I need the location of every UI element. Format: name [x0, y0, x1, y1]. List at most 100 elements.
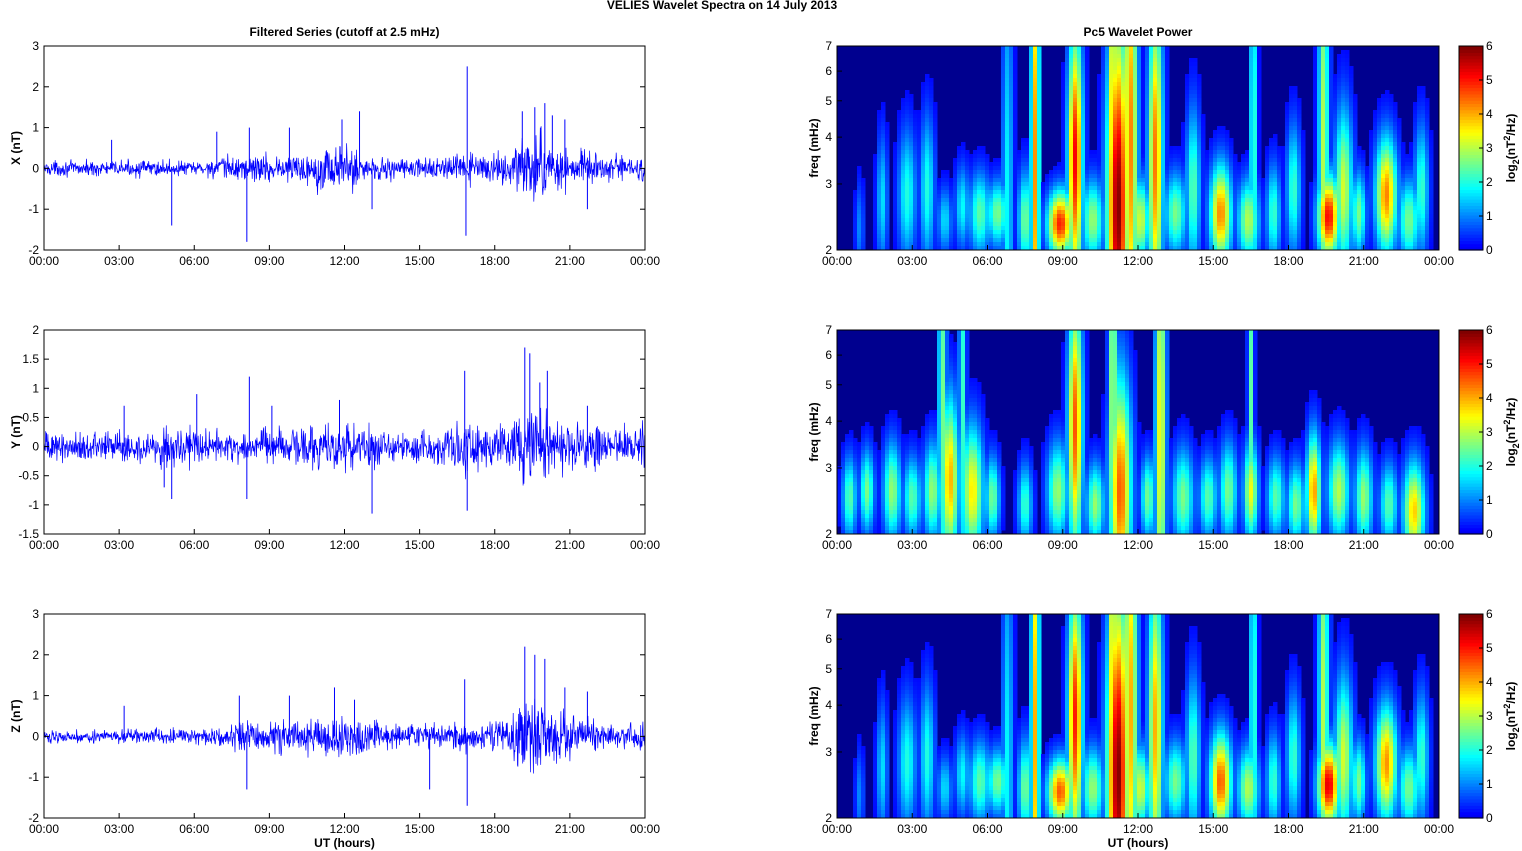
wv1-heatmap-cell — [1105, 194, 1110, 199]
wv1-heatmap-cell — [1337, 110, 1342, 115]
wv1-heatmap-cell — [1149, 222, 1154, 227]
wv1-heatmap-cell — [1337, 102, 1342, 107]
wv1-heatmap-cell — [917, 166, 922, 171]
wv1-heatmap-cell — [1009, 86, 1014, 91]
wv1-heatmap-cell — [1409, 198, 1414, 203]
wv1-heatmap-cell — [1093, 166, 1098, 171]
wv1-heatmap-cell — [1005, 174, 1010, 179]
wv1-heatmap-cell — [1205, 170, 1210, 175]
wv1-heatmap-cell — [1289, 138, 1294, 143]
wv1-heatmap-cell — [1113, 94, 1118, 99]
wv1-heatmap-cell — [1289, 214, 1294, 219]
wv1-heatmap-cell — [1125, 198, 1130, 203]
wv1-heatmap-cell — [1193, 122, 1198, 127]
wv1-heatmap-cell — [1213, 138, 1218, 143]
wv1-heatmap-cell — [885, 126, 890, 131]
wv1-heatmap-cell — [1401, 186, 1406, 191]
wv1-heatmap-cell — [1097, 206, 1102, 211]
wv1-heatmap-cell — [1065, 126, 1070, 131]
wv1-heatmap-cell — [1397, 130, 1402, 135]
wv1-heatmap-cell — [1101, 158, 1106, 163]
wv1-heatmap-cell — [1261, 182, 1266, 187]
wv1-heatmap-cell — [1209, 158, 1214, 163]
wv1-heatmap-cell — [925, 110, 930, 115]
wv1-heatmap-cell — [1417, 182, 1422, 187]
wv1-heatmap-cell — [1425, 190, 1430, 195]
wv1-heatmap-cell — [877, 226, 882, 231]
wv1-heatmap-cell — [1213, 234, 1218, 239]
wv1-heatmap-cell — [1101, 86, 1106, 91]
wv1-heatmap-cell — [1117, 102, 1122, 107]
wv1-heatmap-cell — [1393, 158, 1398, 163]
wv1-heatmap-cell — [1109, 106, 1114, 111]
wv1-heatmap-cell — [1125, 202, 1130, 207]
wv1-heatmap-cell — [1029, 58, 1034, 63]
wv1-heatmap-cell — [1069, 114, 1074, 119]
wv1-heatmap-cell — [997, 226, 1002, 231]
wv1-heatmap-cell — [1281, 238, 1286, 243]
wv1-heatmap-cell — [1337, 118, 1342, 123]
wv1-heatmap-cell — [1189, 234, 1194, 239]
wv1-heatmap-cell — [1089, 170, 1094, 175]
wv1-heatmap-cell — [1341, 146, 1346, 151]
wv1-heatmap-cell — [1193, 218, 1198, 223]
wv1-heatmap-cell — [1301, 234, 1306, 239]
wv1-heatmap-cell — [1281, 234, 1286, 239]
wv1-heatmap-cell — [1005, 50, 1010, 55]
wv1-heatmap-cell — [1325, 98, 1330, 103]
wv1-heatmap-cell — [1377, 230, 1382, 235]
wv1-heatmap-cell — [1133, 146, 1138, 151]
wv1-heatmap-cell — [1061, 110, 1066, 115]
wv1-heatmap-cell — [1345, 90, 1350, 95]
wv1-heatmap-cell — [1097, 106, 1102, 111]
wv1-heatmap-cell — [1153, 110, 1158, 115]
wv1-heatmap-cell — [1329, 118, 1334, 123]
wv1-heatmap-cell — [1133, 102, 1138, 107]
wv1-heatmap-cell — [1385, 118, 1390, 123]
wv1-heatmap-cell — [1253, 206, 1258, 211]
wv1-heatmap-cell — [973, 222, 978, 227]
wv1-heatmap-cell — [1277, 146, 1282, 151]
wv1-heatmap-cell — [925, 214, 930, 219]
wv1-heatmap-cell — [1037, 74, 1042, 79]
wv1-heatmap-cell — [909, 226, 914, 231]
wv1-heatmap-cell — [1337, 190, 1342, 195]
wv1-heatmap-cell — [1081, 70, 1086, 75]
wv1-heatmap-cell — [1313, 226, 1318, 231]
wv1-heatmap-cell — [1001, 130, 1006, 135]
wv1-heatmap-cell — [1389, 146, 1394, 151]
wv1-heatmap-cell — [1117, 62, 1122, 67]
wv1-heatmap-cell — [1257, 222, 1262, 227]
wv1-heatmap-cell — [1049, 194, 1054, 199]
wv1-heatmap-cell — [1105, 62, 1110, 67]
wv1-heatmap-cell — [1145, 66, 1150, 71]
wv1-heatmap-cell — [1033, 46, 1038, 51]
wv1-heatmap-cell — [1225, 150, 1230, 155]
wv1-heatmap-cell — [1133, 54, 1138, 59]
wv1-heatmap-cell — [965, 186, 970, 191]
wv1-heatmap-cell — [1165, 130, 1170, 135]
wv1-heatmap-cell — [1257, 154, 1262, 159]
wv1-heatmap-cell — [1069, 198, 1074, 203]
wv1-heatmap-cell — [1069, 130, 1074, 135]
wv1-heatmap-cell — [1213, 174, 1218, 179]
wv1-heatmap-cell — [1389, 218, 1394, 223]
wv1-heatmap-cell — [1257, 118, 1262, 123]
wv1-heatmap-cell — [1385, 206, 1390, 211]
wv1-heatmap-cell — [1341, 166, 1346, 171]
wv1-heatmap-cell — [1349, 174, 1354, 179]
wv1-heatmap-cell — [1249, 234, 1254, 239]
wv1-heatmap-cell — [1085, 126, 1090, 131]
wv1-heatmap-cell — [1105, 54, 1110, 59]
wv1-heatmap-cell — [1105, 238, 1110, 243]
wv1-heatmap-cell — [1349, 202, 1354, 207]
wv1-heatmap-cell — [1129, 102, 1134, 107]
wv1-heatmap-cell — [937, 190, 942, 195]
wv1-heatmap-cell — [1097, 182, 1102, 187]
wv1-heatmap-cell — [929, 182, 934, 187]
wv1-heatmap-cell — [1381, 222, 1386, 227]
wv1-heatmap-cell — [1165, 214, 1170, 219]
wv1-heatmap-cell — [901, 162, 906, 167]
wv1-heatmap-cell — [1077, 86, 1082, 91]
wv1-heatmap-cell — [1061, 230, 1066, 235]
